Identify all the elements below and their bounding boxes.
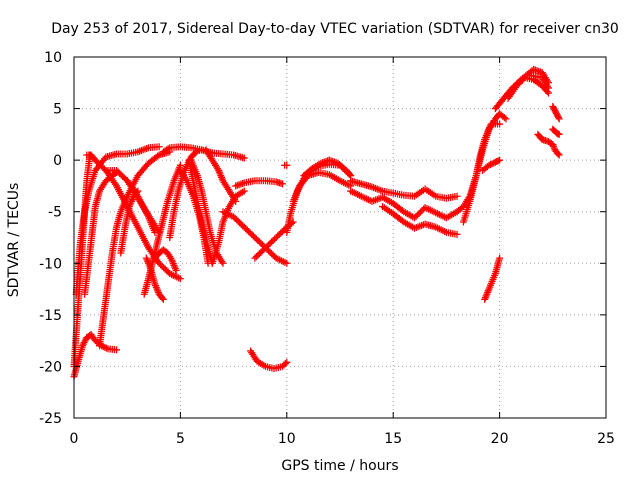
data-point — [219, 259, 227, 267]
data-point — [496, 254, 504, 262]
data-point — [232, 197, 240, 205]
x-tick-label: 5 — [176, 431, 185, 447]
data-point — [494, 157, 502, 165]
data-point — [240, 154, 248, 162]
y-tick-label: -15 — [39, 308, 62, 324]
data-point — [555, 130, 563, 138]
data-point — [102, 344, 110, 352]
data-point — [240, 187, 248, 195]
data-point — [496, 120, 504, 128]
data-point — [185, 156, 193, 164]
data-point — [555, 151, 563, 159]
x-tick-label: 15 — [384, 431, 402, 447]
y-tick-label: -20 — [39, 359, 62, 375]
y-tick-label: -5 — [48, 205, 62, 221]
y-tick-labels: -25 -20 -15 -10 -5 0 5 10 — [39, 50, 62, 427]
data-point — [283, 358, 291, 366]
data-point — [496, 156, 504, 164]
data-point — [453, 192, 461, 200]
y-tick-label: 5 — [53, 102, 62, 118]
data-point — [545, 84, 553, 92]
data-point — [490, 159, 498, 167]
data-point — [155, 143, 163, 151]
data-point — [346, 170, 354, 178]
data-point — [279, 180, 287, 188]
data-point — [164, 145, 172, 153]
y-axis-label: SDTVAR / TECUs — [6, 183, 22, 298]
data-point — [554, 114, 562, 122]
data-point — [101, 343, 109, 351]
data-point — [176, 275, 184, 283]
x-tick-label: 10 — [278, 431, 296, 447]
data-point — [283, 161, 291, 169]
data-point — [453, 230, 461, 238]
data-point — [502, 115, 510, 123]
x-axis-label: GPS time / hours — [281, 458, 398, 474]
data-point — [113, 346, 121, 354]
y-tick-label: 0 — [53, 153, 62, 169]
data-point — [159, 295, 167, 303]
data-point — [555, 115, 563, 123]
x-tick-label: 20 — [491, 431, 509, 447]
chart-title: Day 253 of 2017, Sidereal Day-to-day VTE… — [51, 21, 619, 37]
y-tick-label: 10 — [44, 50, 62, 66]
data-point — [283, 259, 291, 267]
plot-frame — [73, 56, 607, 419]
grid-lines — [74, 57, 606, 418]
data-point — [158, 294, 166, 302]
data-point — [554, 150, 562, 158]
data-points — [70, 65, 563, 381]
data-point — [488, 160, 496, 168]
data-point — [172, 267, 180, 275]
data-point — [485, 161, 493, 169]
data-point — [281, 360, 289, 368]
data-point — [487, 161, 495, 169]
y-tick-label: -10 — [39, 256, 62, 272]
x-tick-labels: 0 5 10 15 20 25 — [70, 431, 615, 447]
x-tick-label: 0 — [70, 431, 79, 447]
y-tick-label: -25 — [39, 411, 62, 427]
data-point — [500, 114, 508, 122]
x-tick-label: 25 — [597, 431, 615, 447]
axis-ticks — [73, 56, 607, 419]
